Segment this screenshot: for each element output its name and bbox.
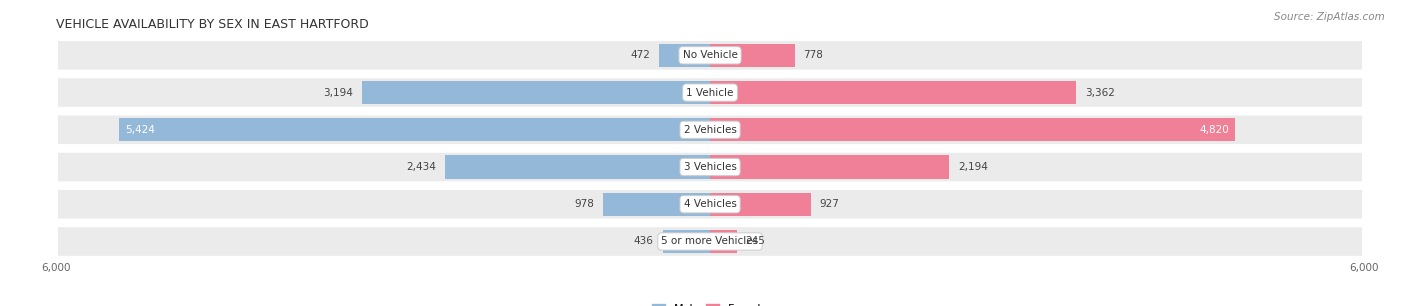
Text: 927: 927 [820,199,839,209]
Text: 3 Vehicles: 3 Vehicles [683,162,737,172]
Text: No Vehicle: No Vehicle [682,50,738,60]
Text: 436: 436 [634,237,654,247]
Text: 978: 978 [575,199,595,209]
Bar [444,155,710,179]
Text: Source: ZipAtlas.com: Source: ZipAtlas.com [1274,12,1385,22]
Text: 3,194: 3,194 [323,88,353,98]
FancyBboxPatch shape [56,114,1364,146]
Text: 778: 778 [803,50,824,60]
FancyBboxPatch shape [56,226,1364,257]
Text: VEHICLE AVAILABILITY BY SEX IN EAST HARTFORD: VEHICLE AVAILABILITY BY SEX IN EAST HART… [56,18,368,32]
Text: 5 or more Vehicles: 5 or more Vehicles [661,237,759,247]
Bar [710,118,1236,141]
FancyBboxPatch shape [56,151,1364,183]
Bar [710,81,1077,104]
Bar [658,44,710,67]
Text: 1 Vehicle: 1 Vehicle [686,88,734,98]
FancyBboxPatch shape [56,188,1364,220]
Bar [603,193,710,216]
Text: 4,820: 4,820 [1199,125,1229,135]
Text: 2 Vehicles: 2 Vehicles [683,125,737,135]
FancyBboxPatch shape [56,39,1364,71]
Bar [710,155,949,179]
Bar [710,44,794,67]
Text: 4 Vehicles: 4 Vehicles [683,199,737,209]
Bar [361,81,710,104]
Bar [662,230,710,253]
Text: 3,362: 3,362 [1085,88,1115,98]
Bar [710,193,811,216]
Text: 2,434: 2,434 [406,162,436,172]
Bar [710,230,737,253]
Text: 472: 472 [630,50,650,60]
Text: 2,194: 2,194 [957,162,987,172]
Text: 5,424: 5,424 [125,125,156,135]
FancyBboxPatch shape [56,76,1364,109]
Legend: Male, Female: Male, Female [648,300,772,306]
Text: 245: 245 [745,237,765,247]
Bar [120,118,710,141]
